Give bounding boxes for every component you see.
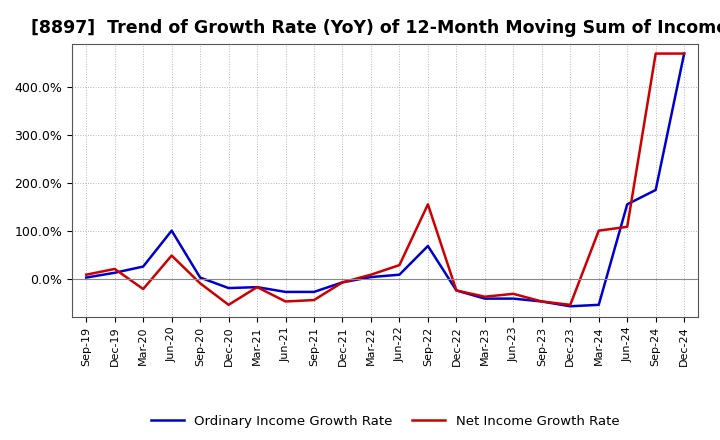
Net Income Growth Rate <box>282 299 290 304</box>
Ordinary Income Growth Rate <box>139 264 148 269</box>
Net Income Growth Rate <box>110 266 119 271</box>
Line: Ordinary Income Growth Rate: Ordinary Income Growth Rate <box>86 54 684 306</box>
Ordinary Income Growth Rate <box>82 275 91 280</box>
Ordinary Income Growth Rate <box>652 187 660 193</box>
Net Income Growth Rate <box>480 294 489 299</box>
Net Income Growth Rate <box>196 281 204 286</box>
Ordinary Income Growth Rate <box>310 289 318 294</box>
Net Income Growth Rate <box>509 291 518 297</box>
Ordinary Income Growth Rate <box>595 302 603 308</box>
Ordinary Income Growth Rate <box>282 289 290 294</box>
Net Income Growth Rate <box>338 280 347 285</box>
Ordinary Income Growth Rate <box>196 275 204 280</box>
Ordinary Income Growth Rate <box>509 296 518 301</box>
Ordinary Income Growth Rate <box>253 285 261 290</box>
Net Income Growth Rate <box>652 51 660 56</box>
Net Income Growth Rate <box>225 302 233 308</box>
Ordinary Income Growth Rate <box>423 243 432 249</box>
Title: [8897]  Trend of Growth Rate (YoY) of 12-Month Moving Sum of Incomes: [8897] Trend of Growth Rate (YoY) of 12-… <box>32 19 720 37</box>
Ordinary Income Growth Rate <box>623 202 631 207</box>
Net Income Growth Rate <box>395 263 404 268</box>
Ordinary Income Growth Rate <box>680 51 688 56</box>
Ordinary Income Growth Rate <box>395 272 404 277</box>
Ordinary Income Growth Rate <box>452 288 461 293</box>
Ordinary Income Growth Rate <box>366 275 375 280</box>
Net Income Growth Rate <box>423 202 432 207</box>
Ordinary Income Growth Rate <box>537 299 546 304</box>
Ordinary Income Growth Rate <box>225 286 233 291</box>
Ordinary Income Growth Rate <box>110 270 119 275</box>
Net Income Growth Rate <box>452 288 461 293</box>
Net Income Growth Rate <box>623 224 631 230</box>
Ordinary Income Growth Rate <box>167 228 176 233</box>
Net Income Growth Rate <box>253 285 261 290</box>
Net Income Growth Rate <box>537 299 546 304</box>
Line: Net Income Growth Rate: Net Income Growth Rate <box>86 54 684 305</box>
Legend: Ordinary Income Growth Rate, Net Income Growth Rate: Ordinary Income Growth Rate, Net Income … <box>145 409 625 433</box>
Net Income Growth Rate <box>167 253 176 258</box>
Ordinary Income Growth Rate <box>338 280 347 285</box>
Net Income Growth Rate <box>595 228 603 233</box>
Net Income Growth Rate <box>680 51 688 56</box>
Net Income Growth Rate <box>310 297 318 303</box>
Net Income Growth Rate <box>366 272 375 277</box>
Ordinary Income Growth Rate <box>480 296 489 301</box>
Net Income Growth Rate <box>566 302 575 308</box>
Net Income Growth Rate <box>139 286 148 292</box>
Ordinary Income Growth Rate <box>566 304 575 309</box>
Net Income Growth Rate <box>82 272 91 277</box>
